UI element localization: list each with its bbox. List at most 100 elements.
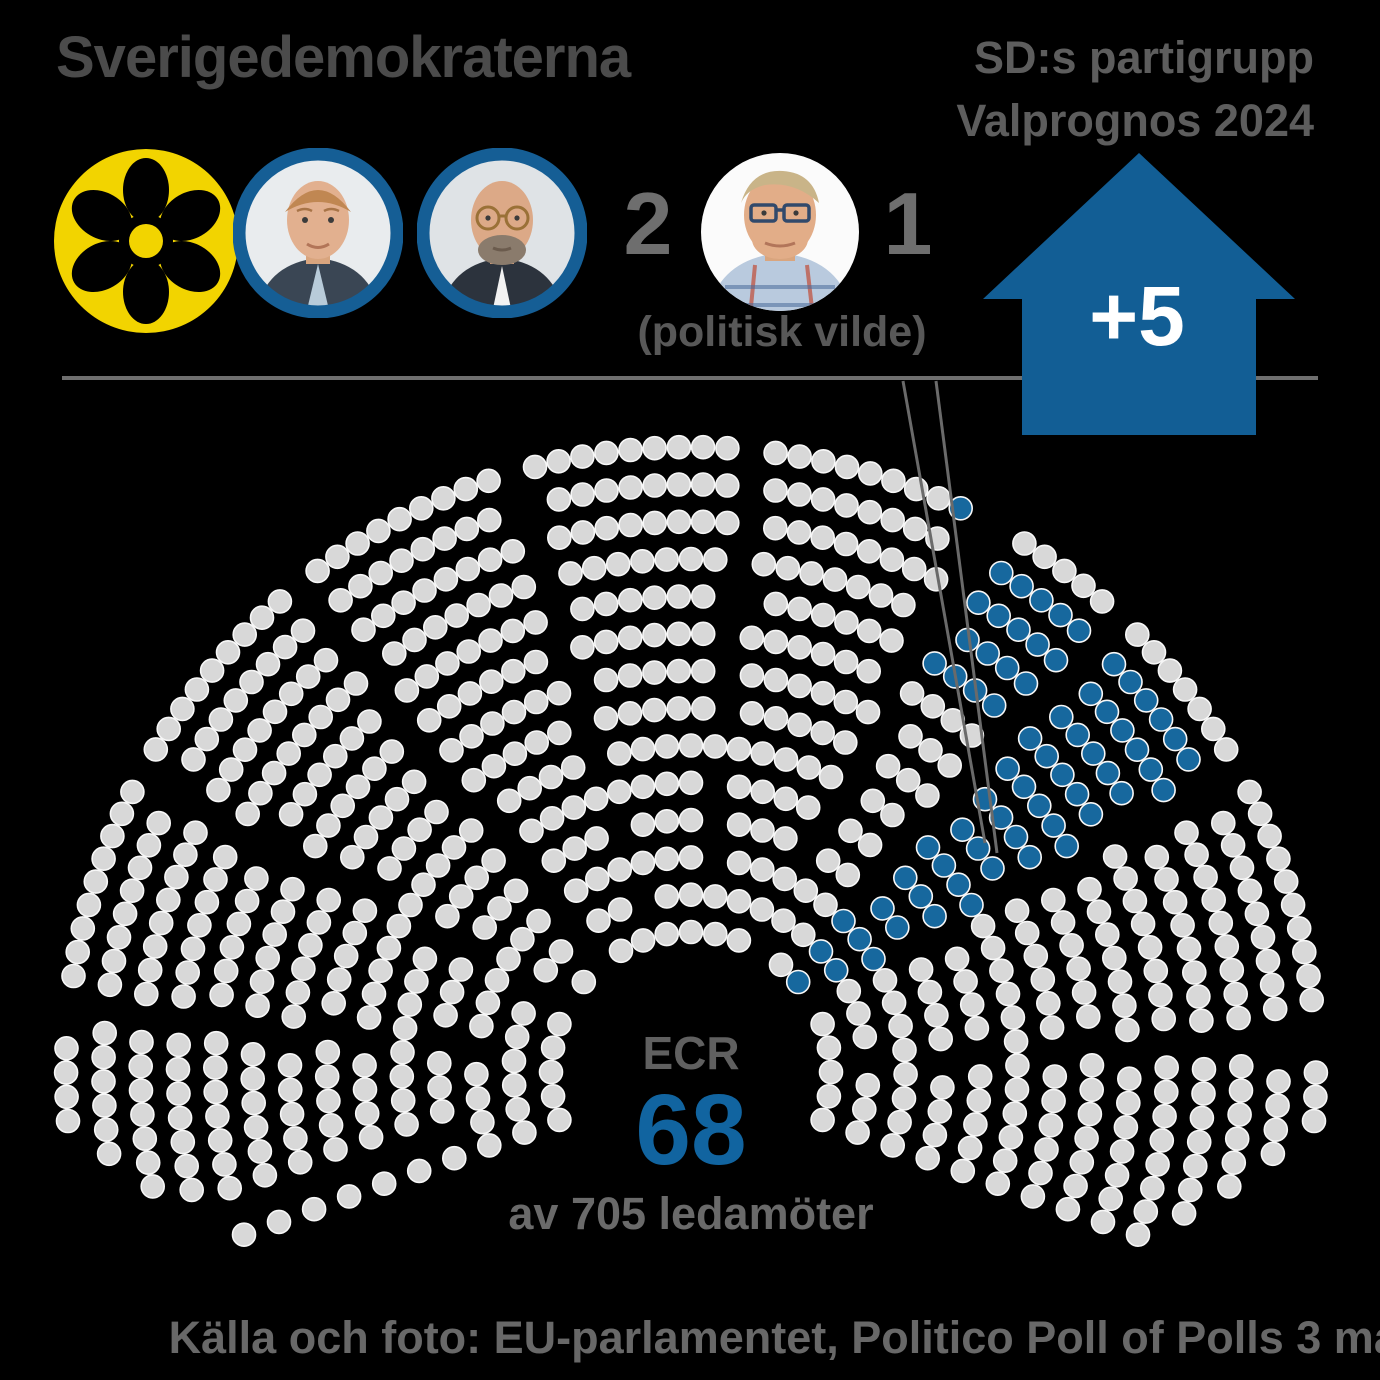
group-seat-count: 68 bbox=[635, 1074, 747, 1186]
seat bbox=[199, 658, 225, 683]
seat bbox=[834, 610, 859, 635]
seat bbox=[470, 1109, 495, 1135]
seat-ecr bbox=[922, 903, 947, 929]
seat bbox=[101, 948, 127, 974]
seat bbox=[240, 1042, 266, 1067]
seat bbox=[70, 916, 96, 941]
seat bbox=[1263, 1117, 1289, 1142]
seat-ecr bbox=[1078, 681, 1104, 707]
seat bbox=[1004, 1077, 1030, 1102]
seat bbox=[1079, 1053, 1105, 1078]
seat bbox=[833, 689, 859, 715]
seat bbox=[1228, 1078, 1254, 1103]
seat bbox=[166, 1032, 191, 1058]
seat bbox=[793, 878, 819, 904]
seat bbox=[325, 687, 351, 713]
seat bbox=[392, 1016, 418, 1041]
seat-ecr bbox=[1054, 833, 1079, 859]
sd-party-logo-icon bbox=[54, 149, 238, 333]
seat bbox=[1229, 855, 1255, 881]
seat-ecr bbox=[915, 835, 941, 860]
seat bbox=[922, 1122, 948, 1148]
seat bbox=[92, 1020, 117, 1046]
seat bbox=[83, 869, 109, 894]
seat bbox=[291, 722, 317, 748]
seat bbox=[478, 628, 503, 653]
seat bbox=[818, 764, 844, 790]
seat bbox=[448, 884, 474, 909]
seat-ecr bbox=[1064, 781, 1090, 807]
seat bbox=[61, 963, 86, 989]
seat bbox=[314, 1064, 340, 1089]
seat bbox=[215, 639, 241, 665]
seat bbox=[630, 928, 656, 953]
seat bbox=[570, 596, 595, 622]
seat bbox=[143, 737, 169, 762]
seat bbox=[96, 1141, 122, 1167]
seat bbox=[184, 677, 210, 702]
seat-ecr bbox=[1013, 671, 1039, 696]
seat bbox=[1144, 844, 1170, 870]
seat bbox=[231, 1222, 257, 1247]
portrait-ring bbox=[233, 148, 403, 318]
seat bbox=[54, 1036, 79, 1061]
seat bbox=[891, 1086, 917, 1111]
seat-ecr bbox=[950, 817, 975, 843]
seat bbox=[345, 774, 371, 800]
seat bbox=[266, 1209, 292, 1235]
seat bbox=[1042, 1064, 1068, 1089]
seat bbox=[439, 737, 464, 763]
seat bbox=[811, 448, 836, 474]
seat bbox=[345, 531, 370, 556]
seat bbox=[97, 972, 123, 998]
seat bbox=[174, 1153, 199, 1179]
seat bbox=[321, 990, 347, 1016]
seat bbox=[358, 1125, 384, 1150]
seat bbox=[100, 823, 125, 849]
seat bbox=[247, 718, 272, 743]
seat bbox=[461, 767, 487, 793]
seat bbox=[435, 651, 460, 676]
seat bbox=[223, 688, 249, 713]
seat bbox=[187, 912, 212, 938]
seat bbox=[1266, 1069, 1291, 1094]
seat bbox=[763, 629, 789, 655]
seat bbox=[261, 760, 287, 786]
seat bbox=[408, 495, 434, 521]
seat bbox=[411, 872, 436, 898]
seat bbox=[436, 693, 462, 719]
seat bbox=[1004, 898, 1030, 924]
seat bbox=[412, 578, 437, 603]
seat bbox=[1052, 558, 1077, 584]
seat bbox=[1020, 1184, 1046, 1209]
seat bbox=[232, 737, 258, 763]
seat bbox=[818, 1059, 844, 1085]
seat-ecr bbox=[892, 865, 918, 891]
seat bbox=[546, 448, 571, 474]
seat bbox=[541, 848, 567, 874]
seat bbox=[270, 899, 296, 925]
seat bbox=[607, 857, 633, 882]
seat bbox=[1184, 842, 1209, 868]
seat bbox=[427, 1075, 452, 1100]
seat bbox=[678, 546, 704, 572]
seat-ecr bbox=[1066, 618, 1092, 644]
seat bbox=[1077, 876, 1102, 902]
seat bbox=[583, 786, 609, 812]
seat bbox=[1077, 1101, 1103, 1127]
seat-ecr bbox=[959, 892, 984, 918]
seat bbox=[570, 634, 595, 660]
seat bbox=[333, 943, 359, 969]
seat bbox=[980, 935, 1006, 961]
seat bbox=[763, 705, 789, 731]
seat bbox=[654, 771, 680, 797]
seat bbox=[838, 818, 863, 844]
seat-ecr bbox=[1017, 726, 1043, 751]
seat bbox=[523, 689, 549, 715]
seat bbox=[875, 753, 901, 779]
seat-ecr bbox=[1006, 617, 1031, 643]
seat bbox=[501, 1072, 527, 1098]
seat bbox=[1286, 916, 1312, 941]
seat bbox=[985, 1171, 1011, 1196]
seat-ecr bbox=[988, 560, 1014, 586]
